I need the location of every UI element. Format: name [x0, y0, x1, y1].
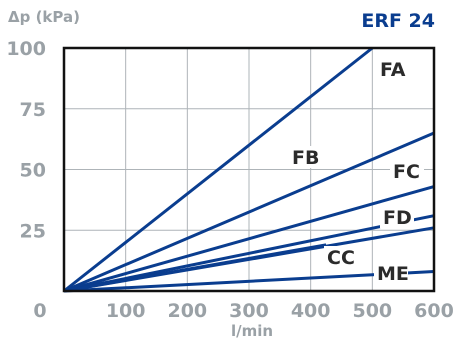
x-tick-labels: 0 100 200 300 400 500 600: [33, 300, 453, 322]
series-line-fb: [63, 131, 435, 293]
x-tick-label: 600: [414, 300, 454, 322]
series-label-background: [289, 146, 323, 168]
series-label-me: ME: [377, 263, 409, 285]
series-label-fc: FC: [393, 161, 420, 183]
plot-frame: [62, 46, 436, 293]
series-labels: FA FB FC FD CC ME: [289, 58, 424, 285]
series-label-cc: CC: [327, 247, 355, 269]
x-axis-label: l/min: [231, 322, 273, 340]
x-tick-label: 500: [352, 300, 392, 322]
series-line-fd: [63, 214, 435, 293]
series-line-fc: [63, 185, 435, 293]
y-tick-label: 50: [20, 160, 46, 182]
series-line-unlabeled-5: [63, 226, 435, 293]
series-label-background: [377, 58, 411, 80]
y-tick-labels: 100 75 50 25: [6, 38, 46, 242]
series-line-me: [63, 270, 435, 293]
series-label-background: [374, 262, 408, 284]
series-label-background: [324, 246, 358, 268]
y-tick-label: 75: [20, 99, 46, 121]
chart-title: ERF 24: [361, 10, 435, 32]
y-tick-label: 100: [6, 38, 46, 60]
series-label-background: [390, 160, 424, 182]
x-tick-label: 100: [106, 300, 146, 322]
x-tick-label: 400: [291, 300, 331, 322]
series-label-fb: FB: [292, 147, 319, 169]
series-label-fd: FD: [383, 207, 412, 229]
x-tick-label: 0: [33, 300, 46, 322]
x-tick-label: 200: [167, 300, 207, 322]
y-tick-label: 25: [20, 220, 46, 242]
x-tick-label: 300: [229, 300, 269, 322]
series-label-fa: FA: [380, 59, 406, 81]
series-line-fa: [63, 46, 374, 293]
series-label-background: [380, 206, 414, 228]
grid: [64, 48, 434, 291]
series-lines: [63, 46, 435, 293]
y-axis-label: Δp (kPa): [8, 8, 80, 26]
